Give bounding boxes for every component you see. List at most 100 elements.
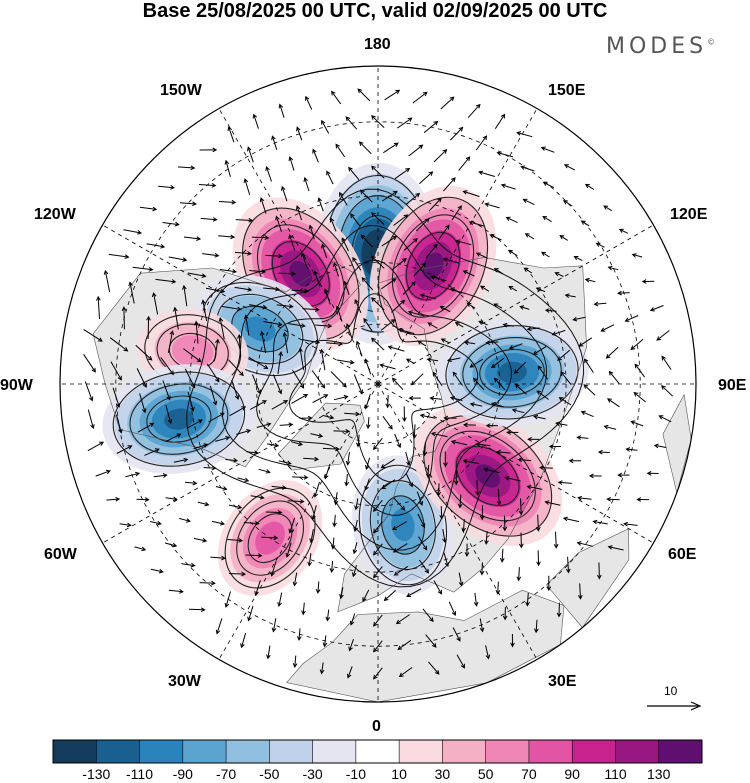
wind-arrow	[371, 255, 385, 269]
wind-arrow	[336, 359, 355, 365]
wind-arrow	[332, 514, 337, 528]
colorbar-tick-label: -130	[82, 766, 111, 782]
wind-arrow	[109, 337, 129, 352]
reference-vector	[647, 701, 702, 711]
wind-arrow	[398, 666, 413, 678]
colorbar-swatch	[485, 740, 530, 763]
wind-arrow	[251, 235, 270, 241]
wind-arrow	[325, 609, 331, 622]
wind-arrow	[485, 645, 491, 660]
wind-arrow	[243, 314, 250, 336]
colorbar-swatch	[269, 740, 313, 763]
wind-arrow	[259, 197, 267, 214]
wind-arrow	[560, 371, 572, 385]
wind-arrow	[123, 229, 143, 235]
wind-arrow	[299, 415, 313, 421]
wind-arrow	[87, 441, 104, 452]
wind-arrow	[193, 537, 208, 543]
wind-arrow	[593, 301, 607, 307]
wind-arrow	[606, 496, 620, 502]
wind-arrow	[199, 580, 216, 586]
wind-arrow	[533, 619, 539, 634]
wind-arrow	[385, 395, 391, 409]
wind-arrow	[419, 413, 436, 419]
wind-arrow	[510, 633, 515, 648]
wind-arrow	[617, 290, 630, 296]
wind-arrow	[392, 543, 408, 553]
wind-arrow	[333, 428, 351, 434]
wind-arrow	[433, 580, 442, 595]
wind-arrow	[215, 436, 231, 442]
colorbar-swatch	[442, 740, 486, 763]
wind-arrow	[495, 581, 501, 595]
wind-arrow	[535, 514, 541, 532]
wind-arrow	[546, 575, 552, 592]
wind-arrow	[473, 592, 479, 607]
wind-arrow	[271, 618, 277, 633]
wind-arrow	[502, 607, 508, 621]
wind-arrow	[504, 476, 521, 482]
wind-arrow	[162, 221, 180, 227]
wind-arrow	[479, 285, 490, 292]
wind-arrow	[116, 445, 133, 454]
wind-arrow	[211, 520, 226, 526]
wind-arrow	[360, 234, 373, 248]
wind-arrow	[419, 293, 437, 300]
wind-arrow	[309, 529, 314, 544]
wind-arrow	[383, 590, 396, 602]
wind-arrow	[475, 252, 489, 259]
wind-arrow	[173, 457, 189, 463]
wind-arrow	[188, 607, 206, 613]
colorbar-swatch	[182, 740, 227, 763]
wind-arrow	[430, 275, 447, 282]
wind-arrow	[183, 236, 202, 241]
wind-arrow	[600, 324, 615, 332]
wind-arrow	[235, 217, 254, 223]
latitude-circle	[189, 195, 567, 573]
wind-arrow	[247, 605, 254, 622]
wind-arrow	[227, 126, 235, 143]
wind-arrow	[139, 206, 158, 212]
wind-arrow	[200, 217, 218, 222]
wind-arrow	[352, 257, 362, 271]
wind-arrow	[179, 201, 197, 207]
wind-arrow	[429, 396, 442, 401]
wind-arrow	[583, 384, 596, 396]
wind-arrow	[469, 358, 484, 368]
wind-arrow	[623, 521, 638, 527]
wind-arrow	[228, 504, 243, 510]
wind-arrow	[168, 589, 184, 594]
wind-arrow	[450, 439, 468, 446]
anomaly-centre	[102, 364, 256, 474]
wind-arrow	[422, 608, 434, 623]
wind-arrow	[95, 469, 111, 477]
wind-arrow	[450, 126, 464, 141]
anomaly-contour	[129, 383, 229, 455]
wind-arrow	[440, 338, 450, 344]
wind-arrow	[358, 141, 372, 155]
colorbar-tick-label: 70	[521, 766, 537, 782]
colorbar-tick-label: 10	[391, 766, 407, 782]
wind-arrow	[484, 531, 489, 545]
wind-arrow	[433, 149, 448, 163]
height-contour	[222, 224, 548, 551]
wind-arrow	[119, 522, 132, 528]
wind-arrow	[353, 374, 363, 395]
wind-arrow	[408, 395, 421, 401]
wind-arrow	[382, 190, 398, 202]
wind-arrow	[533, 414, 546, 420]
wind-arrow	[634, 363, 646, 378]
wind-arrow	[419, 171, 434, 184]
colorbar-swatch	[139, 740, 184, 763]
wind-arrow	[261, 535, 279, 541]
wind-arrow	[485, 340, 499, 345]
meridian-line	[102, 383, 379, 544]
wind-arrow	[636, 497, 650, 502]
wind-arrow	[391, 377, 404, 391]
wind-arrow	[364, 393, 371, 410]
wind-arrow	[557, 349, 571, 361]
wind-arrow	[87, 409, 95, 430]
anomaly-contour	[462, 337, 562, 408]
wind-arrow	[234, 286, 253, 292]
wind-arrow	[330, 537, 336, 550]
